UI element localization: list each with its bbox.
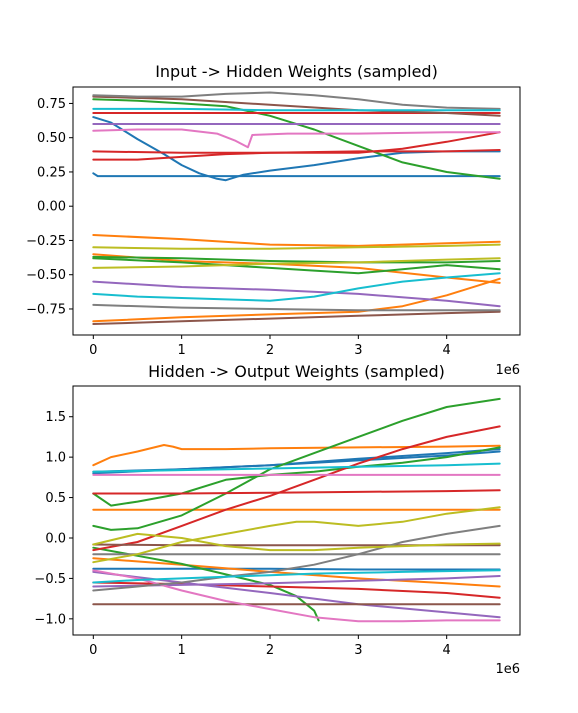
y-tick-label: −1.0 [34, 612, 66, 627]
series-line-6 [92, 98, 501, 180]
x-tick-label: 4 [443, 643, 451, 658]
series-line-17 [92, 91, 501, 110]
series-line-22 [92, 107, 501, 112]
series-line-8 [92, 255, 501, 264]
series-line-19 [92, 243, 501, 250]
bottom-chart-x-axis: 0 1 2 3 4 [89, 635, 451, 658]
y-tick-label: 0.5 [45, 491, 66, 506]
series-line-13 [92, 280, 501, 308]
y-tick-label: −0.50 [26, 268, 66, 283]
series-line-9 [92, 546, 320, 622]
x-tick-label: 1 [178, 643, 186, 658]
x-tick-label: 2 [266, 643, 274, 658]
series-line-11 [92, 489, 501, 495]
series-line-4 [92, 444, 501, 467]
bottom-chart-panel: Hidden -> Output Weights (sampled) −1.0−… [34, 362, 521, 677]
y-tick-label: −0.5 [34, 572, 66, 587]
top-chart-lines [92, 91, 501, 325]
series-line-10 [92, 149, 501, 154]
series-line-18 [92, 303, 501, 312]
series-line-21 [92, 272, 501, 302]
series-line-6 [92, 557, 501, 588]
top-chart-x-axis: 0 1 2 3 4 [89, 335, 451, 358]
y-tick-label: 1.0 [45, 451, 66, 466]
x-tick-label: 0 [89, 343, 97, 358]
x-tick-label: 3 [354, 343, 362, 358]
series-line-22 [92, 532, 501, 552]
series-line-4 [92, 277, 501, 323]
y-tick-label: 0.75 [37, 97, 66, 112]
top-chart-panel: Input -> Hidden Weights (sampled) −0.75−… [26, 62, 521, 378]
y-tick-label: 1.5 [45, 410, 66, 425]
bottom-chart-x-offset-label: 1e6 [495, 662, 520, 677]
series-line-14 [92, 575, 501, 588]
y-tick-label: 0.00 [37, 200, 66, 215]
series-line-21 [92, 506, 501, 564]
series-line-24 [92, 569, 501, 584]
series-line-20 [92, 257, 501, 269]
bottom-chart-lines [92, 397, 501, 623]
x-tick-label: 0 [89, 643, 97, 658]
series-line-1 [92, 116, 501, 182]
y-tick-label: −0.25 [26, 234, 66, 249]
series-line-5 [92, 253, 501, 284]
series-line-3 [92, 567, 501, 571]
y-tick-label: 0.0 [45, 531, 66, 546]
bottom-chart-y-axis: −1.0 −0.5 0.0 0.5 1.0 1.5 [34, 410, 73, 627]
y-tick-label: 0.25 [37, 165, 66, 180]
series-line-23 [92, 462, 501, 473]
y-tick-label: −0.75 [26, 302, 66, 317]
series-line-15 [92, 310, 501, 325]
x-tick-label: 2 [266, 343, 274, 358]
series-line-2 [92, 172, 501, 178]
series-line-7 [92, 257, 501, 275]
series-line-10 [92, 425, 501, 552]
series-line-3 [92, 234, 501, 247]
bottom-chart-title: Hidden -> Output Weights (sampled) [148, 362, 445, 381]
x-tick-label: 4 [443, 343, 451, 358]
top-chart-frame [72, 86, 521, 336]
top-chart-title: Input -> Hidden Weights (sampled) [155, 62, 438, 81]
top-chart-x-offset-label: 1e6 [495, 363, 520, 378]
series-line-14 [92, 95, 501, 117]
series-line-19 [92, 524, 501, 592]
x-tick-label: 3 [354, 643, 362, 658]
series-line-13 [92, 570, 501, 619]
bottom-chart-frame [72, 385, 521, 636]
series-line-16 [92, 128, 501, 149]
top-chart-y-axis: −0.75 −0.50 −0.25 0.00 0.25 0.50 0.75 [26, 97, 73, 317]
x-tick-label: 1 [178, 343, 186, 358]
y-tick-label: 0.50 [37, 131, 66, 146]
